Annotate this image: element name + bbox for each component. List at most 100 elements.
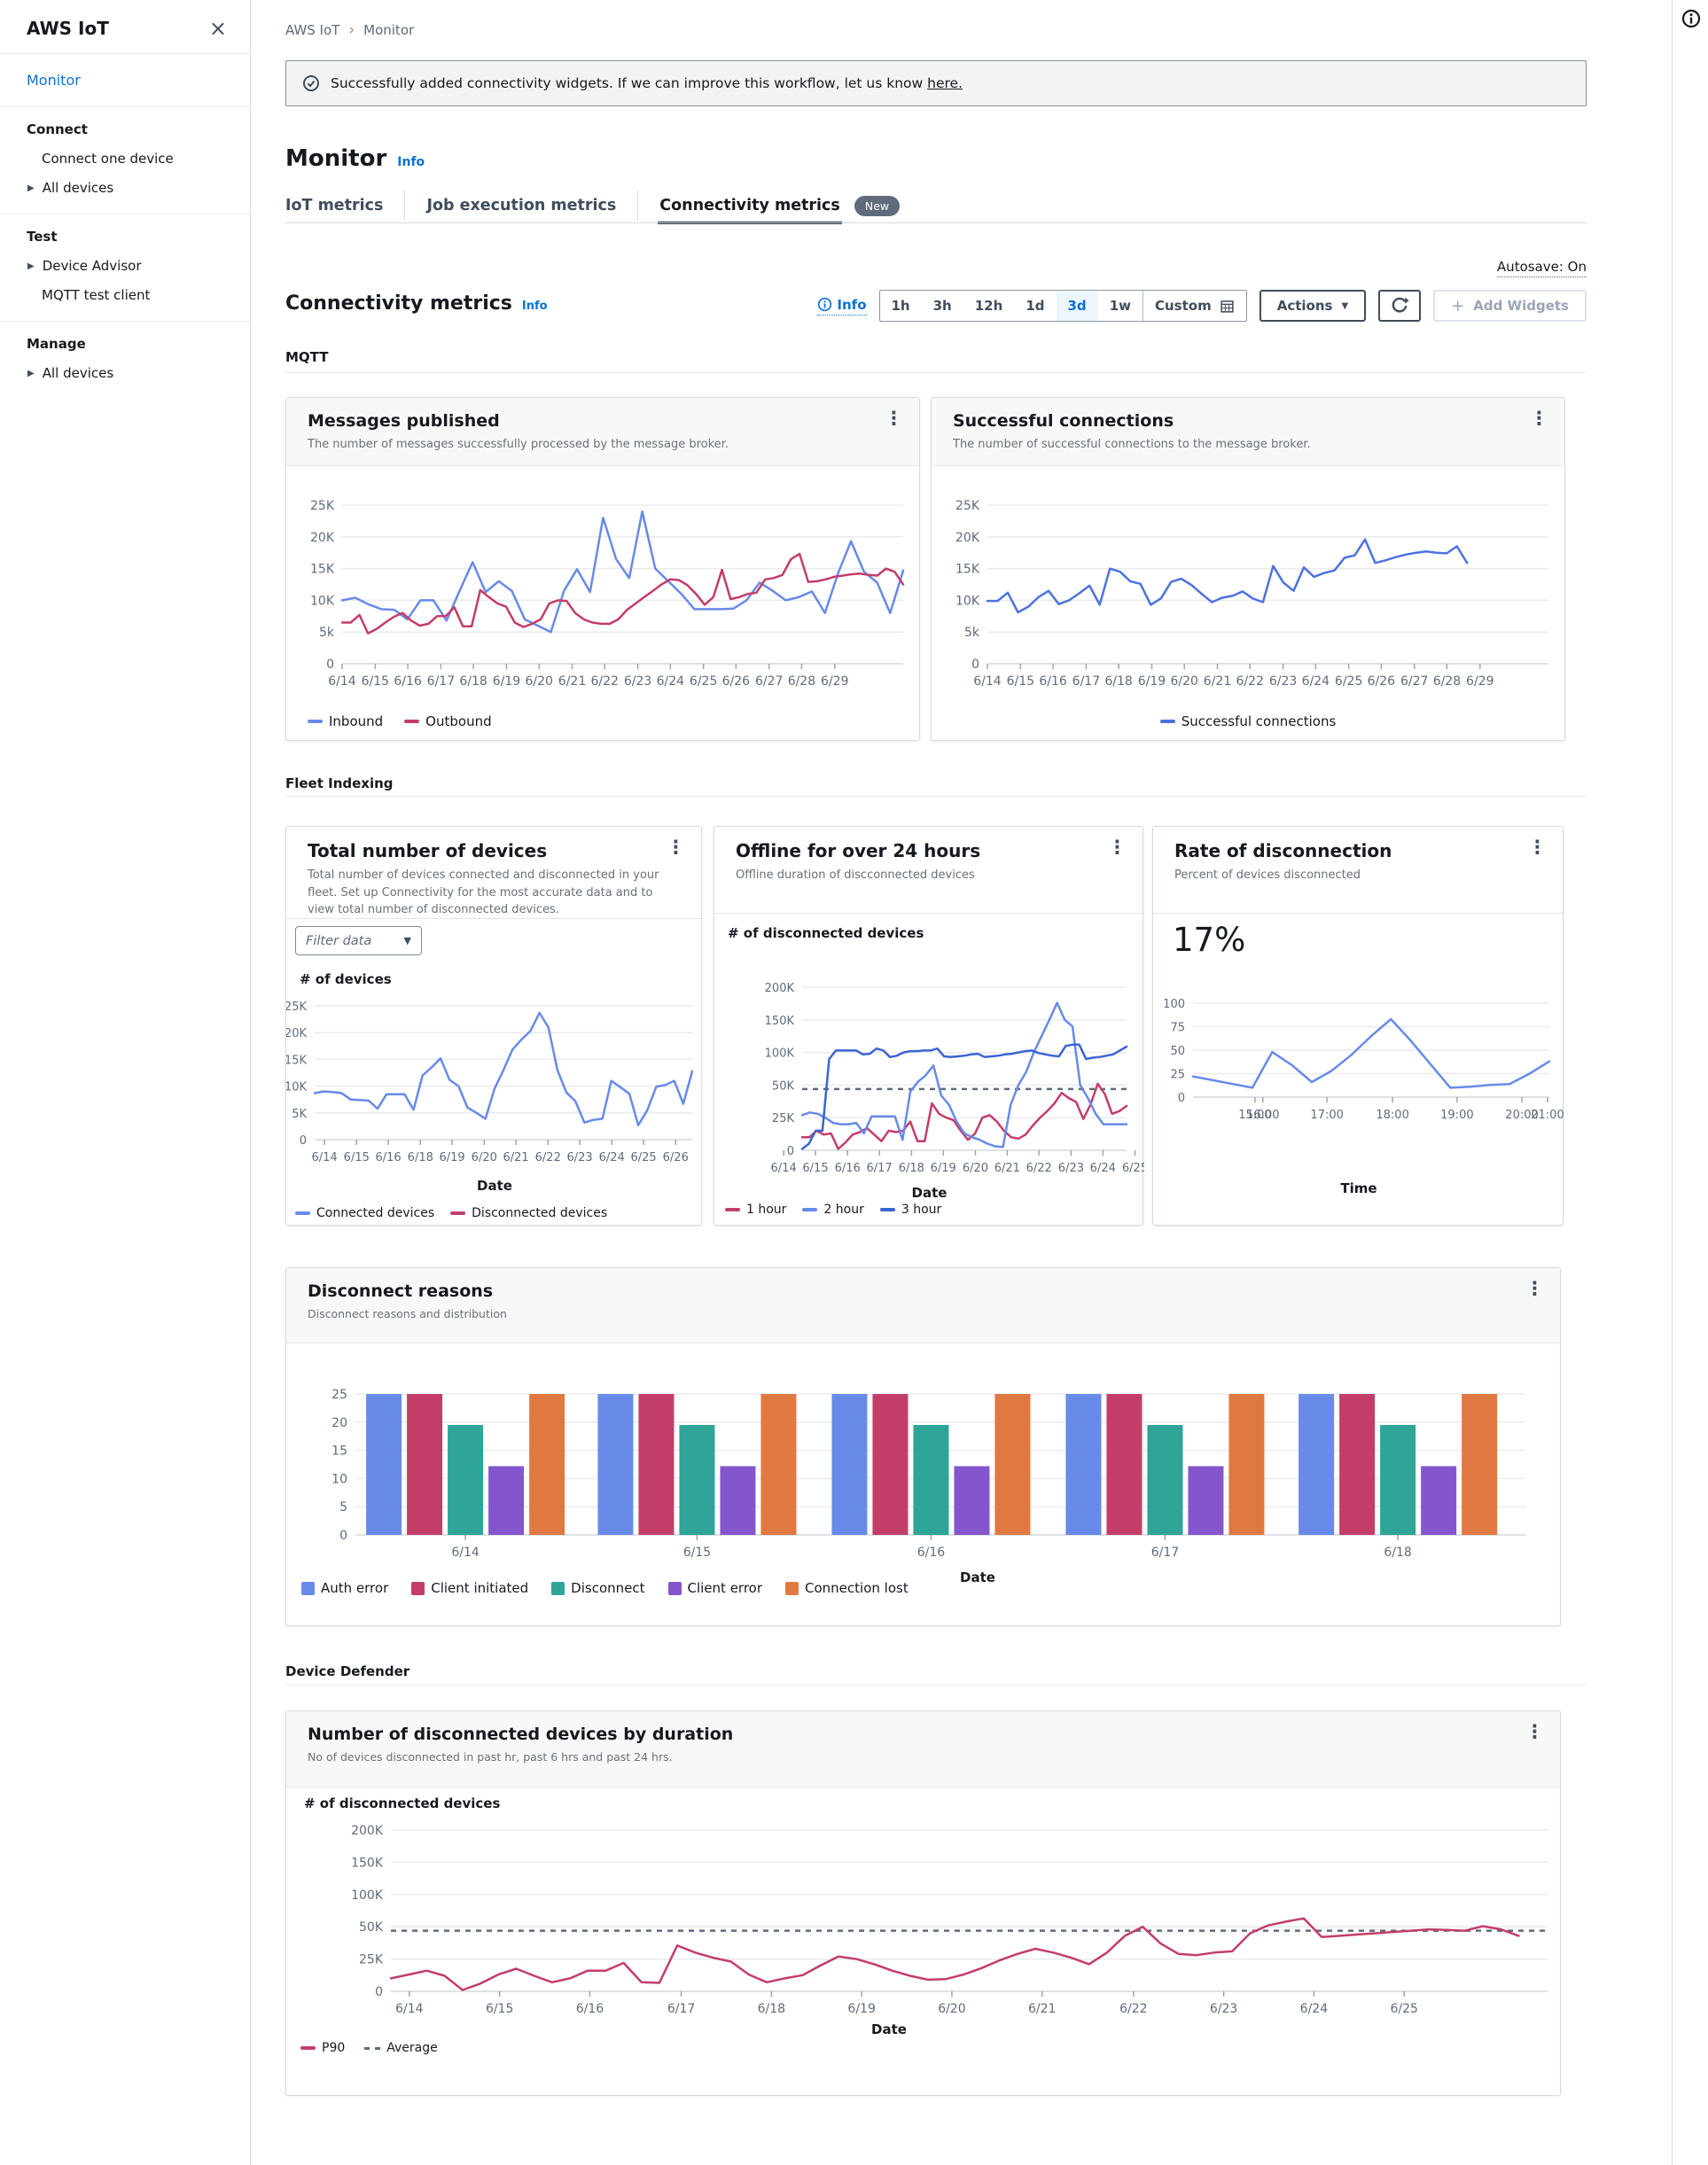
svg-text:6/23: 6/23 <box>1058 1162 1084 1175</box>
card-title: Successful connections <box>953 411 1174 431</box>
svg-text:6/20: 6/20 <box>963 1162 988 1175</box>
successful-connections-card: Successful connections The number of suc… <box>931 397 1565 741</box>
connectivity-info-link[interactable]: Info <box>521 300 548 313</box>
tab-connectivity-metrics[interactable]: Connectivity metrics New <box>658 188 901 224</box>
svg-text:6/17: 6/17 <box>427 674 455 689</box>
legend-label: Inbound <box>329 713 384 729</box>
sidebar-item-connect-one-device[interactable]: Connect one device <box>42 151 174 167</box>
expand-icon[interactable]: ▶ <box>27 368 35 378</box>
legend-swatch <box>879 1208 895 1211</box>
breadcrumb-monitor[interactable]: Monitor <box>363 22 415 38</box>
monitor-info-link[interactable]: Info <box>397 155 425 169</box>
sidebar-item-all-devices[interactable]: ▶ All devices <box>27 180 114 196</box>
sidebar-item-device-advisor[interactable]: ▶ Device Advisor <box>27 258 142 274</box>
toolbar: Info 1h 3h 12h 1d 3d 1w Custom Actions ▼ <box>817 290 1587 322</box>
expand-icon[interactable]: ▶ <box>27 183 35 193</box>
filter-data-select[interactable]: Filter data ▼ <box>295 926 422 955</box>
divider <box>0 53 250 54</box>
range-1h-button[interactable]: 1h <box>891 298 910 314</box>
svg-text:5K: 5K <box>292 1108 307 1121</box>
close-icon[interactable]: × <box>208 16 227 41</box>
range-1w-button[interactable]: 1w <box>1109 298 1131 314</box>
svg-text:6/17: 6/17 <box>867 1162 893 1175</box>
card-title: Rate of disconnection <box>1174 840 1392 861</box>
legend-label: 1 hour <box>746 1203 787 1217</box>
card-subtitle: Offline duration of discconnected device… <box>736 868 975 882</box>
expand-icon[interactable]: ▶ <box>27 261 35 271</box>
info-link[interactable]: Info <box>817 297 867 315</box>
svg-text:6/26: 6/26 <box>1368 674 1396 689</box>
svg-text:6/18: 6/18 <box>1384 1546 1411 1560</box>
svg-text:15:00: 15:00 <box>1238 1109 1271 1122</box>
svg-text:6/20: 6/20 <box>525 674 552 689</box>
custom-range-button[interactable]: Custom <box>1142 291 1246 321</box>
section-fleet-indexing: Fleet Indexing <box>285 775 394 791</box>
messages-published-card: Messages published The number of message… <box>285 397 920 741</box>
svg-text:6/18: 6/18 <box>408 1151 433 1164</box>
range-12h-button[interactable]: 12h <box>974 298 1003 314</box>
range-3d-button[interactable]: 3d <box>1056 291 1098 321</box>
x-axis-title: Date <box>477 1178 512 1194</box>
svg-text:25K: 25K <box>955 499 980 513</box>
card-title: Messages published <box>308 411 500 431</box>
svg-text:6/19: 6/19 <box>931 1162 956 1175</box>
sidebar-item-manage-all-devices[interactable]: ▶ All devices <box>27 365 114 381</box>
sidebar-item-mqtt-test-client[interactable]: MQTT test client <box>42 287 151 303</box>
chart-legend: Auth error Client initiated Disconnect C… <box>301 1580 909 1596</box>
kebab-menu-icon[interactable]: ⋮ <box>1525 1278 1544 1299</box>
y-axis-title: # of disconnected devices <box>304 1795 501 1811</box>
refresh-button[interactable] <box>1378 290 1422 322</box>
kebab-menu-icon[interactable]: ⋮ <box>1108 837 1127 858</box>
autosave-toggle[interactable]: Autosave: On <box>1496 259 1587 277</box>
breadcrumb-aws-iot[interactable]: AWS IoT <box>285 22 340 38</box>
chevron-right-icon: › <box>348 21 355 39</box>
info-panel-icon[interactable] <box>1681 8 1702 29</box>
sidebar-item-monitor[interactable]: Monitor <box>27 72 81 89</box>
svg-text:6/16: 6/16 <box>917 1546 946 1560</box>
actions-button[interactable]: Actions ▼ <box>1259 290 1367 322</box>
disconnected-by-duration-card: Number of disconnected devices by durati… <box>285 1710 1561 2096</box>
kebab-menu-icon[interactable]: ⋮ <box>1530 408 1548 429</box>
svg-text:6/26: 6/26 <box>663 1151 689 1164</box>
tab-job-execution-metrics[interactable]: Job execution metrics <box>426 197 617 214</box>
legend-label: Outbound <box>425 713 492 729</box>
svg-text:6/15: 6/15 <box>683 1546 711 1560</box>
y-axis-title: # of devices <box>300 971 392 987</box>
page-title: Monitor <box>285 145 387 172</box>
disconnect-reasons-card: Disconnect reasons Disconnect reasons an… <box>285 1267 1561 1626</box>
svg-text:25K: 25K <box>359 1953 384 1967</box>
svg-text:0: 0 <box>787 1145 794 1158</box>
svg-text:6/27: 6/27 <box>1400 674 1428 689</box>
svg-text:6/16: 6/16 <box>1039 674 1067 689</box>
svg-text:6/25: 6/25 <box>1390 2002 1417 2016</box>
svg-text:20K: 20K <box>955 531 980 545</box>
flash-here-link[interactable]: here. <box>927 75 963 91</box>
svg-text:5k: 5k <box>319 626 335 640</box>
svg-text:15K: 15K <box>286 1054 307 1067</box>
divider <box>0 321 250 322</box>
svg-text:25: 25 <box>331 1388 347 1402</box>
kebab-menu-icon[interactable]: ⋮ <box>1528 837 1547 858</box>
card-subtitle: The number of messages successfully proc… <box>308 438 729 451</box>
x-axis-title: Date <box>871 2021 907 2037</box>
tab-iot-metrics[interactable]: IoT metrics <box>285 197 384 214</box>
svg-text:6/19: 6/19 <box>439 1151 464 1164</box>
card-title: Total number of devices <box>308 840 548 861</box>
add-widgets-button[interactable]: + Add Widgets <box>1433 290 1587 322</box>
svg-text:6/21: 6/21 <box>558 674 586 689</box>
kebab-menu-icon[interactable]: ⋮ <box>1525 1721 1544 1742</box>
range-1d-button[interactable]: 1d <box>1026 298 1045 314</box>
kebab-menu-icon[interactable]: ⋮ <box>885 408 903 429</box>
svg-text:6/17: 6/17 <box>1151 1546 1179 1560</box>
kebab-menu-icon[interactable]: ⋮ <box>667 837 685 858</box>
svg-text:6/16: 6/16 <box>835 1162 861 1175</box>
svg-text:6/14: 6/14 <box>395 2002 424 2016</box>
svg-text:6/14: 6/14 <box>973 674 1002 689</box>
svg-text:6/23: 6/23 <box>624 674 651 689</box>
legend-label: Client error <box>687 1580 763 1596</box>
range-3h-button[interactable]: 3h <box>932 298 952 314</box>
svg-text:6/18: 6/18 <box>1104 674 1132 689</box>
svg-text:6/15: 6/15 <box>1007 674 1034 689</box>
svg-text:20K: 20K <box>310 531 335 545</box>
